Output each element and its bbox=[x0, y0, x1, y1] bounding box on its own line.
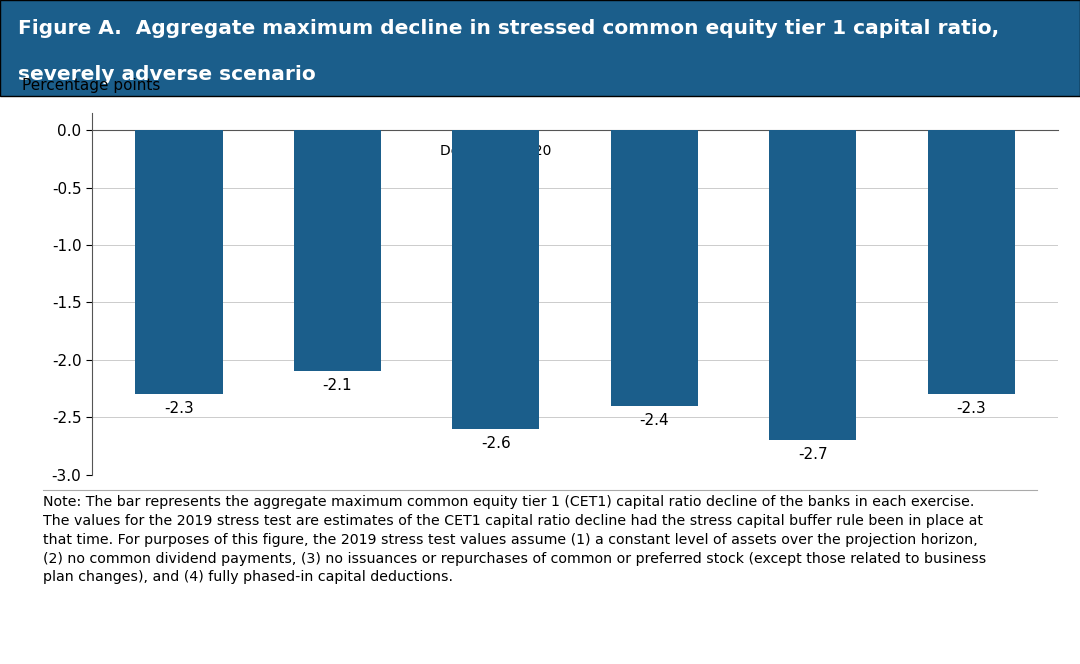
Text: Percentage points: Percentage points bbox=[23, 78, 161, 93]
Text: -2.7: -2.7 bbox=[798, 447, 827, 462]
Text: severely adverse scenario: severely adverse scenario bbox=[18, 64, 316, 84]
Text: Note: The bar represents the aggregate maximum common equity tier 1 (CET1) capit: Note: The bar represents the aggregate m… bbox=[43, 495, 986, 584]
Bar bbox=[453, 130, 539, 429]
Text: -2.4: -2.4 bbox=[639, 413, 670, 428]
Bar bbox=[769, 130, 856, 440]
FancyBboxPatch shape bbox=[0, 0, 1080, 96]
Text: Figure A.  Aggregate maximum decline in stressed common equity tier 1 capital ra: Figure A. Aggregate maximum decline in s… bbox=[18, 19, 999, 39]
Text: -2.3: -2.3 bbox=[957, 401, 986, 416]
Text: -2.3: -2.3 bbox=[164, 401, 193, 416]
Bar bbox=[294, 130, 381, 371]
Bar bbox=[611, 130, 698, 406]
Text: -2.1: -2.1 bbox=[323, 378, 352, 393]
Text: -2.6: -2.6 bbox=[481, 436, 511, 451]
Bar bbox=[135, 130, 222, 394]
Bar bbox=[928, 130, 1015, 394]
